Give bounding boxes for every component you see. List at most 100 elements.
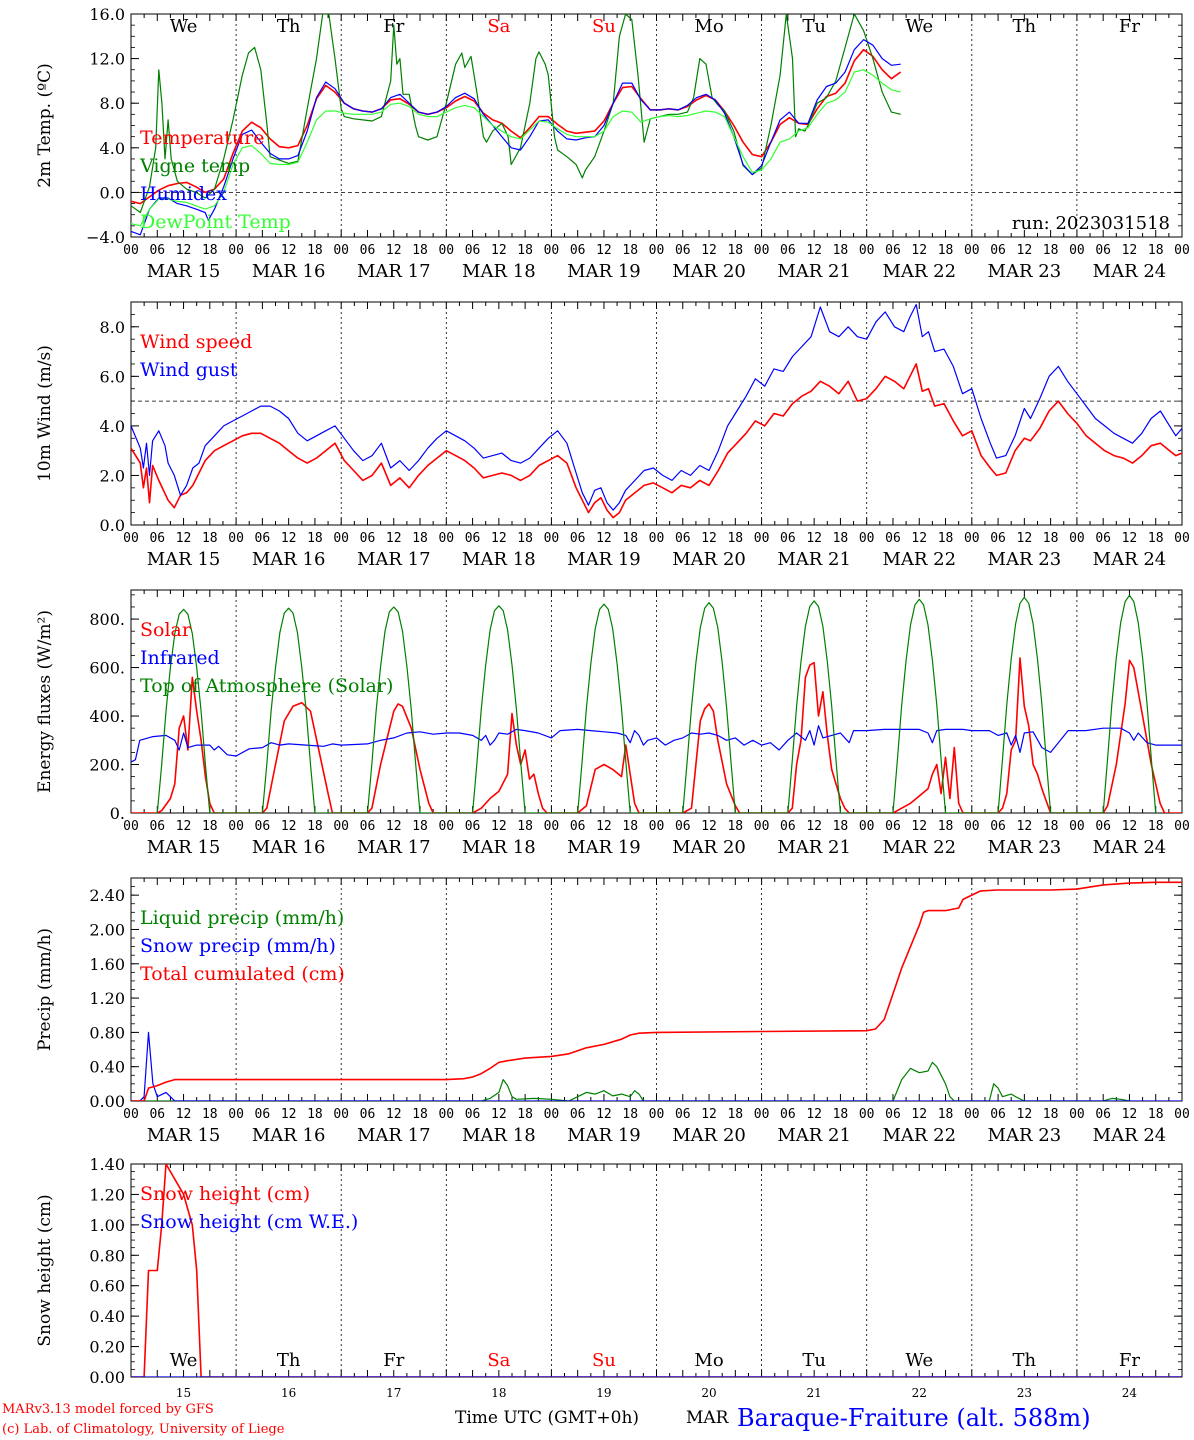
y-tick-label: −4.0 — [86, 228, 125, 247]
y-axis-label: Energy fluxes (W/m²) — [35, 610, 55, 793]
hour-label: 06 — [465, 1107, 481, 1122]
date-label: MAR 18 — [462, 837, 536, 858]
y-tick-label: 2.0 — [100, 466, 125, 485]
legend-entry: Temperature — [140, 127, 264, 149]
hour-label: 06 — [885, 243, 901, 258]
y-tick-label: 0.40 — [89, 1058, 125, 1077]
y-tick-label: 600. — [89, 659, 125, 678]
hour-label: 18 — [622, 531, 638, 546]
hour-label: 00 — [859, 819, 875, 834]
y-tick-label: 8.0 — [100, 318, 125, 337]
hour-label: 06 — [1095, 243, 1111, 258]
y-tick-label: 0.00 — [89, 1092, 125, 1111]
hour-label: 06 — [255, 819, 271, 834]
y-tick-label: 2.00 — [89, 920, 125, 939]
y-tick-label: 6.0 — [100, 367, 125, 386]
hour-label: 18 — [517, 1107, 533, 1122]
date-label: MAR 20 — [672, 261, 746, 282]
date-label: MAR 17 — [357, 549, 431, 570]
date-label: MAR 17 — [357, 837, 431, 858]
hour-label: 00 — [1174, 243, 1190, 258]
hour-label: 00 — [228, 243, 244, 258]
legend-entry: Solar — [140, 619, 192, 641]
hour-label: 00 — [649, 1107, 665, 1122]
legend-entry: Humidex — [140, 183, 227, 205]
hour-label: 18 — [1043, 531, 1059, 546]
date-label: MAR 21 — [777, 1125, 851, 1146]
hour-label: 18 — [412, 819, 428, 834]
weekday-label: Fr — [1119, 16, 1140, 37]
series-line-1 — [131, 1164, 1182, 1377]
hour-label: 06 — [255, 243, 271, 258]
hour-label: 06 — [1095, 531, 1111, 546]
hour-label: 18 — [1148, 819, 1164, 834]
hour-label: 00 — [964, 819, 980, 834]
hour-label: 12 — [806, 1107, 822, 1122]
y-tick-label: 200. — [89, 756, 125, 775]
y-tick-label: 800. — [89, 610, 125, 629]
hour-label: 06 — [149, 243, 165, 258]
date-label: MAR 21 — [777, 837, 851, 858]
panel-3: 0. 200. 400. 600. 800. Energy fluxes (W/m²) 00… — [35, 589, 1190, 858]
hour-label: 12 — [491, 531, 507, 546]
hour-label: 00 — [859, 1107, 875, 1122]
hour-label: 18 — [938, 819, 954, 834]
hour-label: 18 — [307, 531, 323, 546]
weekday-label: Th — [277, 1350, 301, 1371]
date-label: MAR 19 — [567, 261, 641, 282]
hour-label: 00 — [754, 243, 770, 258]
hour-label: 12 — [1017, 531, 1033, 546]
series-line-1 — [131, 1061, 1130, 1101]
hour-label: 12 — [386, 243, 402, 258]
hour-label: 12 — [596, 531, 612, 546]
legend-entry: Snow precip (mm/h) — [140, 935, 336, 957]
y-tick-label: 0.20 — [89, 1338, 125, 1357]
y-tick-label: 0.80 — [89, 1246, 125, 1265]
date-label: MAR 17 — [357, 1125, 431, 1146]
hour-label: 12 — [911, 243, 927, 258]
series-group — [131, 303, 1182, 519]
hour-label: 06 — [465, 243, 481, 258]
y-tick-label: 1.20 — [89, 1185, 125, 1204]
date-label: MAR 16 — [252, 1125, 326, 1146]
hour-label: 12 — [701, 531, 717, 546]
month-label: MAR — [686, 1408, 730, 1428]
hour-label: 18 — [517, 531, 533, 546]
hour-label: 18 — [833, 243, 849, 258]
hour-label: 18 — [1043, 243, 1059, 258]
hour-label: 06 — [570, 243, 586, 258]
series-line-1 — [131, 363, 1182, 519]
y-tick-label: 4.0 — [100, 417, 125, 436]
hour-label: 06 — [360, 531, 376, 546]
weekday-label: Tu — [802, 1350, 826, 1371]
hour-label: 18 — [833, 819, 849, 834]
credit-line-1: MARv3.13 model forced by GFS — [2, 1402, 214, 1417]
day-number-label: 15 — [176, 1386, 191, 1400]
panel-4: 0.00 0.40 0.80 1.20 1.60 2.00 2.40 Precip (mm/h… — [35, 877, 1190, 1146]
hour-label: 18 — [307, 1107, 323, 1122]
hour-label: 06 — [360, 819, 376, 834]
date-label: MAR 19 — [567, 549, 641, 570]
hour-label: 18 — [202, 243, 218, 258]
y-axis-label: 10m Wind (m/s) — [35, 345, 55, 482]
hour-label: 00 — [964, 243, 980, 258]
date-label: MAR 20 — [672, 549, 746, 570]
hour-label: 06 — [465, 819, 481, 834]
series-line-2 — [131, 1031, 1182, 1101]
y-tick-label: 1.00 — [89, 1216, 125, 1235]
legend-entry: Wind gust — [140, 359, 238, 381]
hour-label: 18 — [938, 243, 954, 258]
y-tick-label: 0.0 — [100, 516, 125, 535]
hour-label: 06 — [990, 243, 1006, 258]
hour-label: 12 — [1122, 1107, 1138, 1122]
hour-label: 18 — [1148, 531, 1164, 546]
hour-label: 00 — [333, 1107, 349, 1122]
hour-label: 18 — [412, 243, 428, 258]
hour-label: 00 — [754, 1107, 770, 1122]
hour-label: 00 — [228, 531, 244, 546]
y-tick-label: 1.20 — [89, 989, 125, 1008]
day-number-label: 22 — [912, 1386, 927, 1400]
panel-1: −4.0 0.0 4.0 8.0 12.0 16.0 2m Temp. (ºC) 00 06 12… — [35, 5, 1190, 282]
weekday-label: Su — [592, 1350, 616, 1371]
hour-label: 00 — [123, 819, 139, 834]
